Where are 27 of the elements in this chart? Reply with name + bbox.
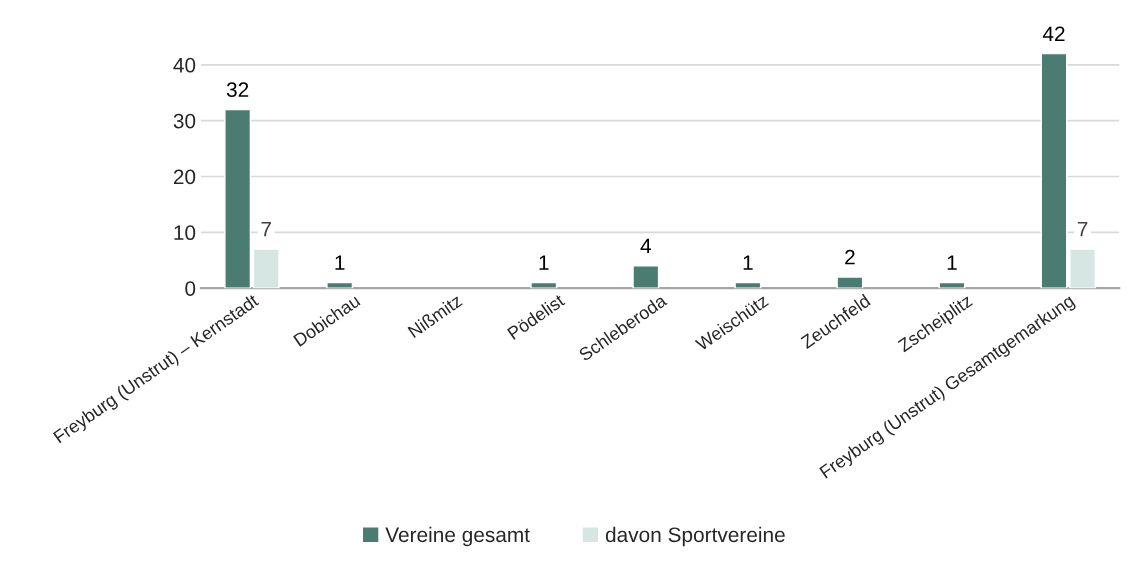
bar [530,281,558,289]
y-tick-label: 30 [173,113,196,129]
legend-label: davon Sportvereine [605,526,785,547]
bar [836,276,864,289]
data-label: 7 [1077,222,1088,237]
legend-label: Vereine gesamt [385,526,530,547]
data-label: 1 [539,255,549,270]
bar [1040,53,1068,289]
bar [1069,248,1097,289]
data-label: 1 [947,255,957,270]
y-tick-label: 40 [173,57,196,73]
bar [326,281,354,289]
y-tick-label: 0 [185,281,196,296]
bar [938,281,966,289]
bar [734,281,762,289]
bar [224,108,252,289]
y-tick-label: 10 [174,225,196,241]
bar [252,248,280,289]
y-tick-label: 20 [173,169,196,185]
data-label: 42 [1042,26,1065,41]
data-label: 32 [226,82,249,98]
bar [632,265,660,289]
data-label: 1 [743,255,753,270]
data-label: 1 [335,255,345,270]
data-label: 2 [845,249,855,265]
data-label: 7 [261,222,271,237]
data-label: 4 [640,238,651,254]
